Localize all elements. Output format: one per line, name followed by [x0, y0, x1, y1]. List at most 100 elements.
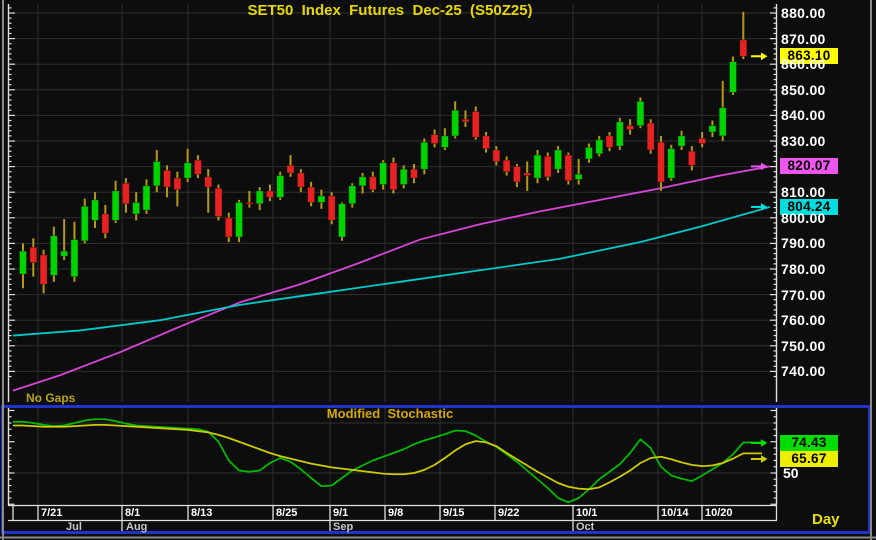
candle-down: [410, 168, 418, 179]
date-tick-label[interactable]: 9/8: [388, 506, 404, 519]
stoch-green-value-badge: 74.43: [780, 435, 838, 451]
candle-down: [307, 186, 316, 203]
candle-up: [729, 61, 737, 93]
candle-down: [266, 190, 274, 198]
candle-down: [502, 159, 511, 173]
candle-down: [194, 159, 202, 175]
month-label: Sep: [333, 520, 354, 533]
date-tick-label[interactable]: 9/1: [333, 506, 349, 519]
candle-down: [29, 246, 38, 264]
candle-up: [276, 175, 285, 198]
candle-down: [605, 135, 614, 148]
candle-down: [482, 135, 490, 150]
price-tick-label: 840.00: [781, 107, 826, 124]
date-tick-label[interactable]: 7/21: [41, 506, 63, 519]
stoch-yellow-value-badge: 65.67: [780, 451, 838, 467]
price-tick-label: 750.00: [781, 337, 826, 354]
last-price-arrow-icon: [761, 52, 768, 61]
price-tick-label: 830.00: [781, 133, 826, 149]
candle-down: [739, 39, 748, 57]
date-tick-label[interactable]: 9/22: [498, 506, 520, 519]
candle-up: [533, 154, 542, 179]
date-tick-label[interactable]: 10/14: [661, 506, 689, 519]
candle-down: [698, 138, 707, 144]
price-tick-label: 790.00: [781, 235, 826, 252]
stoch-green-arrow-icon: [761, 439, 768, 447]
candle-up: [677, 135, 686, 147]
price-tick-label: 740.00: [781, 363, 826, 380]
candle-up: [667, 148, 676, 179]
candle-down: [368, 176, 377, 191]
date-tick-label[interactable]: 10/1: [576, 506, 598, 519]
candle-up: [595, 139, 604, 155]
stochastic-plot[interactable]: [13, 408, 777, 505]
month-label: Oct: [576, 520, 595, 533]
candle-up: [358, 176, 367, 187]
candle-up: [142, 185, 151, 211]
window-border-bottom: [0, 536, 876, 539]
candle-down: [245, 202, 254, 205]
price-tick-label: 800.00: [781, 209, 826, 226]
candle-up: [60, 250, 69, 257]
price-tick-label: 850.00: [781, 81, 826, 98]
price-tick-label: 870.00: [781, 30, 826, 47]
candle-up: [399, 168, 408, 185]
ma-fast-arrow-icon: [761, 162, 768, 171]
candle-down: [173, 177, 182, 191]
main-chart-plot[interactable]: [13, 4, 777, 402]
stochastic-mid-label: 50: [783, 465, 799, 481]
candle-up: [554, 149, 562, 170]
stochastic-title: Modified Stochastic: [326, 406, 454, 421]
candle-down: [461, 118, 470, 123]
candle-up: [80, 205, 89, 242]
candle-up: [440, 135, 449, 148]
candle-down: [122, 182, 130, 205]
candle-down: [204, 176, 213, 188]
no-gaps-label: No Gaps: [26, 391, 76, 405]
stoch-green: [13, 418, 762, 504]
candle-down: [646, 122, 655, 151]
candle-down: [523, 172, 532, 176]
candle-down: [513, 166, 521, 183]
price-tick-label: 860.00: [781, 56, 826, 73]
moving-average-slow: [12, 206, 771, 337]
period-label[interactable]: Day: [812, 511, 840, 528]
window-border-left: [2, 0, 4, 540]
date-tick-label[interactable]: 10/20: [705, 506, 733, 519]
candle-up: [235, 202, 243, 238]
date-tick-label[interactable]: 8/13: [191, 506, 213, 519]
month-label: Jul: [66, 520, 82, 533]
candle-up: [451, 109, 460, 137]
candle-up: [718, 107, 727, 137]
candle-down: [564, 154, 573, 182]
date-tick-label[interactable]: 9/15: [443, 506, 465, 519]
last-price-badge: 863.10: [780, 48, 838, 64]
candle-up: [615, 121, 624, 147]
candle-down: [39, 254, 48, 285]
candle-down: [214, 187, 223, 217]
candle-down: [389, 162, 398, 191]
candle-up: [49, 235, 58, 276]
candle-up: [91, 199, 99, 221]
candle-up: [70, 239, 79, 278]
candle-down: [101, 213, 110, 234]
candle-down: [492, 149, 501, 162]
candle-down: [626, 125, 635, 130]
candle-down: [286, 164, 295, 174]
date-tick-label[interactable]: 8/25: [276, 506, 298, 519]
candle-up: [708, 125, 717, 133]
price-tick-label: 810.00: [781, 184, 826, 201]
candle-up: [317, 195, 326, 203]
candle-up: [338, 203, 346, 238]
stoch-yellow-arrow-icon: [761, 455, 768, 463]
candle-up: [183, 162, 192, 179]
ma-slow-arrow-icon: [761, 203, 768, 211]
stoch-yellow: [13, 423, 762, 491]
ma-fast-value-badge: 820.07: [780, 158, 838, 174]
candle-down: [224, 217, 233, 238]
price-tick-label: 760.00: [781, 312, 826, 329]
date-tick-label[interactable]: 8/1: [125, 506, 141, 519]
candle-up: [379, 162, 388, 185]
candle-up: [19, 250, 27, 275]
